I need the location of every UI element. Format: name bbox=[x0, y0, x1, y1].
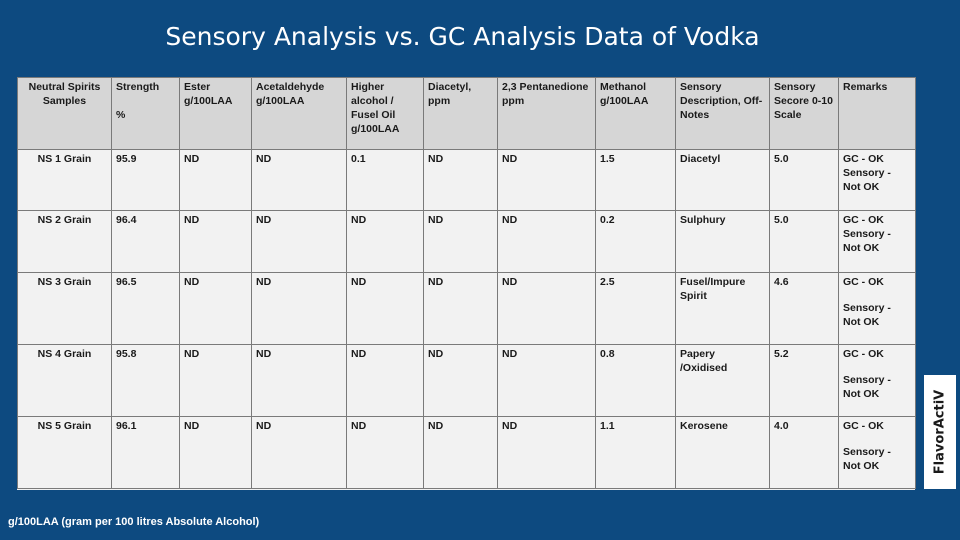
ester-cell: ND bbox=[179, 210, 252, 273]
strength-cell: 96.4 bbox=[111, 210, 180, 273]
remarks-cell: GC - OK Sensory - Not OK bbox=[838, 210, 916, 273]
slide-title: Sensory Analysis vs. GC Analysis Data of… bbox=[165, 22, 760, 51]
ester-cell: ND bbox=[179, 272, 252, 345]
methanol-cell: 1.5 bbox=[595, 149, 676, 211]
diacetyl-cell: ND bbox=[423, 344, 498, 417]
column-header: Neutral Spirits Samples bbox=[17, 77, 112, 150]
acetaldehyde-cell: ND bbox=[251, 149, 347, 211]
strength-cell: 96.1 bbox=[111, 416, 180, 489]
methanol-cell: 0.2 bbox=[595, 210, 676, 273]
pentanedione-cell: ND bbox=[497, 149, 596, 211]
description-cell: Kerosene bbox=[675, 416, 770, 489]
acetaldehyde-cell: ND bbox=[251, 210, 347, 273]
column-header: Sensory Description, Off- Notes bbox=[675, 77, 770, 150]
methanol-cell: 0.8 bbox=[595, 344, 676, 417]
higher-alcohol-cell: 0.1 bbox=[346, 149, 424, 211]
sample-cell: NS 5 Grain bbox=[17, 416, 112, 489]
pentanedione-cell: ND bbox=[497, 416, 596, 489]
footnote: g/100LAA (gram per 100 litres Absolute A… bbox=[8, 516, 260, 528]
table-row: NS 2 Grain 96.4 ND ND ND ND ND 0.2 Sulph… bbox=[17, 210, 916, 273]
methanol-cell: 1.1 bbox=[595, 416, 676, 489]
higher-alcohol-cell: ND bbox=[346, 344, 424, 417]
sample-cell: NS 4 Grain bbox=[17, 344, 112, 417]
diacetyl-cell: ND bbox=[423, 272, 498, 345]
strength-cell: 95.9 bbox=[111, 149, 180, 211]
score-cell: 4.6 bbox=[769, 272, 839, 345]
table-row: NS 1 Grain 95.9 ND ND 0.1 ND ND 1.5 Diac… bbox=[17, 149, 916, 211]
diacetyl-cell: ND bbox=[423, 149, 498, 211]
table-row: NS 4 Grain 95.8 ND ND ND ND ND 0.8 Paper… bbox=[17, 344, 916, 417]
higher-alcohol-cell: ND bbox=[346, 416, 424, 489]
score-cell: 4.0 bbox=[769, 416, 839, 489]
description-cell: Diacetyl bbox=[675, 149, 770, 211]
column-header: Remarks bbox=[838, 77, 916, 150]
ester-cell: ND bbox=[179, 344, 252, 417]
diacetyl-cell: ND bbox=[423, 416, 498, 489]
diacetyl-cell: ND bbox=[423, 210, 498, 273]
pentanedione-cell: ND bbox=[497, 272, 596, 345]
header-row: Neutral Spirits Samples Strength % Ester… bbox=[17, 77, 916, 150]
acetaldehyde-cell: ND bbox=[251, 416, 347, 489]
remark-gc: GC - OK bbox=[843, 348, 884, 360]
remarks-cell: GC - OK Sensory - Not OK bbox=[838, 344, 916, 417]
score-cell: 5.0 bbox=[769, 149, 839, 211]
strength-cell: 95.8 bbox=[111, 344, 180, 417]
remarks-cell: GC - OK Sensory - Not OK bbox=[838, 149, 916, 211]
remark-gc: GC - OK bbox=[843, 153, 884, 165]
acetaldehyde-cell: ND bbox=[251, 344, 347, 417]
higher-alcohol-cell: ND bbox=[346, 272, 424, 345]
sample-cell: NS 1 Grain bbox=[17, 149, 112, 211]
description-cell: Sulphury bbox=[675, 210, 770, 273]
column-header: Ester g/100LAA bbox=[179, 77, 252, 150]
logo-text: FlavorActiV bbox=[932, 389, 948, 475]
column-header: Methanol g/100LAA bbox=[595, 77, 676, 150]
pentanedione-cell: ND bbox=[497, 344, 596, 417]
column-header: Sensory Secore 0-10 Scale bbox=[769, 77, 839, 150]
sample-cell: NS 2 Grain bbox=[17, 210, 112, 273]
description-cell: Fusel/Impure Spirit bbox=[675, 272, 770, 345]
remark-gc: GC - OK bbox=[843, 420, 884, 432]
table-row: NS 5 Grain 96.1 ND ND ND ND ND 1.1 Keros… bbox=[17, 416, 916, 489]
remarks-cell: GC - OK Sensory - Not OK bbox=[838, 272, 916, 345]
remark-gc: GC - OK bbox=[843, 276, 884, 288]
score-cell: 5.2 bbox=[769, 344, 839, 417]
column-header: Strength % bbox=[111, 77, 180, 150]
pentanedione-cell: ND bbox=[497, 210, 596, 273]
remark-sensory: Sensory - Not OK bbox=[843, 374, 891, 400]
score-cell: 5.0 bbox=[769, 210, 839, 273]
remark-sensory: Sensory - Not OK bbox=[843, 228, 891, 254]
remark-gc: GC - OK bbox=[843, 214, 884, 226]
acetaldehyde-cell: ND bbox=[251, 272, 347, 345]
methanol-cell: 2.5 bbox=[595, 272, 676, 345]
sample-cell: NS 3 Grain bbox=[17, 272, 112, 345]
description-cell: Papery /Oxidised bbox=[675, 344, 770, 417]
column-header: Acetaldehyde g/100LAA bbox=[251, 77, 347, 150]
data-table: Neutral Spirits Samples Strength % Ester… bbox=[17, 77, 916, 489]
remark-sensory: Sensory - Not OK bbox=[843, 167, 891, 193]
ester-cell: ND bbox=[179, 149, 252, 211]
remarks-cell: GC - OK Sensory - Not OK bbox=[838, 416, 916, 489]
higher-alcohol-cell: ND bbox=[346, 210, 424, 273]
column-header: Diacetyl, ppm bbox=[423, 77, 498, 150]
data-table-container: Neutral Spirits Samples Strength % Ester… bbox=[17, 77, 916, 490]
column-header: Higher alcohol / Fusel Oil g/100LAA bbox=[346, 77, 424, 150]
flavoractiv-logo: FlavorActiV bbox=[924, 375, 956, 489]
ester-cell: ND bbox=[179, 416, 252, 489]
strength-cell: 96.5 bbox=[111, 272, 180, 345]
column-header: 2,3 Pentanedione ppm bbox=[497, 77, 596, 150]
remark-sensory: Sensory - Not OK bbox=[843, 302, 891, 328]
remark-sensory: Sensory - Not OK bbox=[843, 446, 891, 472]
table-row: NS 3 Grain 96.5 ND ND ND ND ND 2.5 Fusel… bbox=[17, 272, 916, 345]
